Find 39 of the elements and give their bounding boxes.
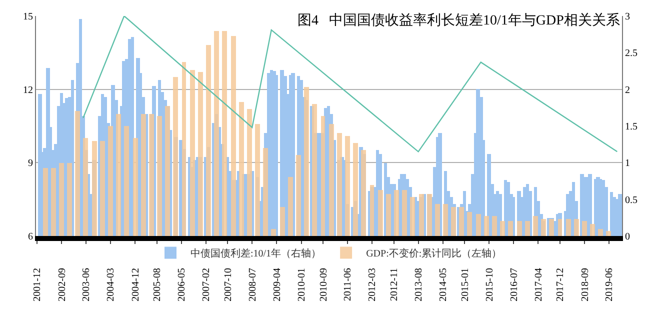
y2-tick-label: 2 <box>625 84 630 96</box>
x-tick-label: 2007-02 <box>201 268 212 302</box>
y2-tick-label: 1 <box>625 158 630 170</box>
x-tick-label: 2013-08 <box>414 268 425 302</box>
x-tick-label: 2019-06 <box>604 268 616 302</box>
x-tick-label: 2002-09 <box>56 268 68 302</box>
x-tick-label: 2017-04 <box>533 268 544 302</box>
x-tick-label: 2014-05 <box>438 268 449 302</box>
x-tick-label: 2012-11 <box>389 268 400 301</box>
x-tick-label: 2012-03 <box>367 268 378 302</box>
x-tick-label: 2010-09 <box>318 268 330 302</box>
y2-tick-label: 0.5 <box>625 194 638 206</box>
y2-tick-label: 3 <box>625 12 630 22</box>
x-tick-label: 2015-10 <box>484 268 496 302</box>
y2-tick-label: 0 <box>625 232 630 242</box>
x-tick-label: 2009-04 <box>272 268 283 302</box>
y-tick-label: 6 <box>28 232 33 242</box>
x-tick-label: 2006-05 <box>176 268 188 302</box>
x-tick-label: 2016-07 <box>508 268 520 302</box>
y2-tick-label: 1.5 <box>625 122 638 132</box>
x-tick-label: 2001-12 <box>32 268 44 302</box>
y2-tick-label: 2.5 <box>625 48 638 60</box>
x-tick-label: 2010-01 <box>296 268 308 302</box>
legend-label: 中债国债利差:10/1年（右轴） <box>190 248 322 260</box>
y-tick-label: 15 <box>23 12 33 22</box>
x-tick-label: 2015-01 <box>460 268 471 302</box>
x-tick-label: 2018-09 <box>580 268 591 302</box>
legend-label: GDP:不变价:累计同比（左轴） <box>366 248 502 260</box>
x-tick-label: 2011-06 <box>342 268 354 301</box>
x-tick-label: 2005-08 <box>152 268 164 302</box>
x-tick-label: 2003-06 <box>81 268 92 302</box>
y-tick-label: 9 <box>28 158 33 170</box>
y-tick-label: 12 <box>23 84 33 96</box>
x-tick-label: 2008-07 <box>247 268 258 302</box>
x-tick-label: 2017-12 <box>555 268 566 302</box>
chart-title: 图4 中国国债收益率利长短差10/1年与GDP相关关系 <box>298 12 620 28</box>
x-tick-label: 2007-10 <box>222 268 234 302</box>
x-tick-label: 2004-12 <box>130 268 142 302</box>
x-tick-label: 2004-03 <box>106 268 117 302</box>
